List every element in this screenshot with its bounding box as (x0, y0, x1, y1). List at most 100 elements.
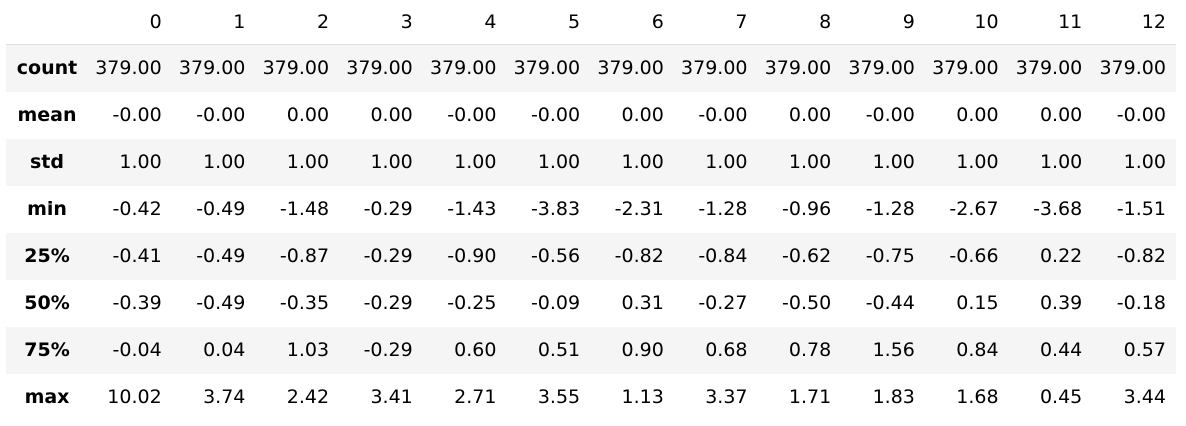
table-cell: 1.71 (788, 386, 832, 408)
row-index-label: max (24, 386, 70, 408)
table-cell: 1.00 (1123, 151, 1166, 173)
table-cell: 3.37 (705, 386, 748, 408)
row-index-label: 75% (24, 339, 70, 361)
table-cell: -0.29 (363, 292, 413, 314)
table-cell: 0.00 (788, 104, 832, 126)
table-cell: 1.13 (621, 386, 664, 408)
table-cell: 1.56 (872, 339, 915, 361)
table-cell: 379.00 (764, 57, 832, 79)
table-cell: 1.00 (956, 151, 999, 173)
table-cell: 0.15 (956, 292, 999, 314)
table-cell: 379.00 (513, 57, 581, 79)
table-cell: 0.04 (203, 339, 246, 361)
table-cell: -0.04 (112, 339, 162, 361)
column-header: 6 (590, 0, 674, 45)
table-cell: 379.00 (932, 57, 999, 79)
table-cell: 0.00 (621, 104, 664, 126)
table-cell: -0.82 (614, 245, 664, 267)
row-index-label: std (30, 151, 64, 173)
table-cell: 0.57 (1123, 339, 1166, 361)
table-cell: -0.50 (782, 292, 832, 314)
table-row: mean -0.00 -0.00 0.00 0.00 -0.00 -0.00 0… (6, 92, 1176, 139)
table-cell: 1.00 (119, 151, 162, 173)
table-cell: -0.49 (196, 292, 246, 314)
row-index-label: count (16, 57, 78, 79)
table-cell: 0.68 (705, 339, 748, 361)
table-cell: -0.09 (530, 292, 581, 314)
table-cell: -0.00 (865, 104, 915, 126)
table-cell: -0.84 (698, 245, 748, 267)
table-cell: 379.00 (346, 57, 413, 79)
table-cell: 379.00 (1015, 57, 1083, 79)
column-header: 0 (88, 0, 172, 45)
table-cell: -3.68 (1033, 198, 1083, 220)
table-row: max 10.02 3.74 2.42 3.41 2.71 3.55 1.13 … (6, 374, 1176, 421)
table-cell: 1.00 (621, 151, 664, 173)
table-cell: 3.55 (537, 386, 581, 408)
table-cell: -2.31 (614, 198, 664, 220)
column-header: 7 (673, 0, 758, 45)
header-corner (6, 0, 88, 45)
table-cell: 0.00 (370, 104, 413, 126)
row-index-label: mean (17, 104, 77, 126)
table-cell: 0.90 (621, 339, 664, 361)
column-header: 2 (255, 0, 340, 45)
table-cell: 1.00 (286, 151, 330, 173)
table-cell: 2.71 (454, 386, 497, 408)
column-header: 5 (506, 0, 591, 45)
table-cell: -0.00 (698, 104, 748, 126)
table-cell: -0.42 (112, 198, 162, 220)
column-header: 4 (422, 0, 507, 45)
table-cell: -1.28 (865, 198, 915, 220)
table-cell: 0.00 (1039, 104, 1083, 126)
table-cell: -0.00 (1116, 104, 1166, 126)
table-cell: 1.00 (872, 151, 915, 173)
table-cell: 0.00 (956, 104, 999, 126)
table-cell: 1.00 (788, 151, 832, 173)
column-header: 8 (757, 0, 842, 45)
table-cell: 0.39 (1039, 292, 1083, 314)
table-cell: 10.02 (107, 386, 162, 408)
table-cell: -0.35 (279, 292, 330, 314)
table-cell: -0.75 (865, 245, 915, 267)
table-cell: 1.03 (286, 339, 330, 361)
table-cell: 0.00 (286, 104, 330, 126)
table-cell: -1.43 (447, 198, 497, 220)
table-cell: -0.39 (112, 292, 162, 314)
table-cell: -0.66 (949, 245, 999, 267)
column-header: 12 (1092, 0, 1176, 45)
table-cell: 1.00 (537, 151, 581, 173)
table-cell: -0.49 (196, 245, 246, 267)
table-cell: 1.83 (872, 386, 915, 408)
table-cell: 1.00 (203, 151, 246, 173)
table-cell: -0.44 (865, 292, 915, 314)
table-cell: -0.62 (782, 245, 832, 267)
table-body: count 379.00 379.00 379.00 379.00 379.00… (6, 44, 1176, 421)
table-row: std 1.00 1.00 1.00 1.00 1.00 1.00 1.00 1… (6, 139, 1176, 186)
table-cell: 1.68 (956, 386, 999, 408)
table-header: 0 1 2 3 4 5 6 7 8 9 10 11 12 (6, 0, 1176, 45)
table-cell: 2.42 (286, 386, 330, 408)
table-cell: 379.00 (178, 57, 246, 79)
table-cell: -3.83 (530, 198, 581, 220)
table-cell: -0.18 (1116, 292, 1166, 314)
table-cell: 0.60 (454, 339, 497, 361)
table-row: 75% -0.04 0.04 1.03 -0.29 0.60 0.51 0.90… (6, 327, 1176, 374)
table-cell: 3.74 (203, 386, 246, 408)
table-cell: -0.00 (112, 104, 162, 126)
table-cell: 379.00 (262, 57, 330, 79)
column-header: 1 (171, 0, 256, 45)
table-row: 25% -0.41 -0.49 -0.87 -0.29 -0.90 -0.56 … (6, 233, 1176, 280)
table-cell: 1.00 (370, 151, 413, 173)
table-cell: -0.49 (196, 198, 246, 220)
table-row: count 379.00 379.00 379.00 379.00 379.00… (6, 44, 1176, 92)
row-index-label: 50% (24, 292, 70, 314)
table-cell: -0.41 (112, 245, 162, 267)
table-cell: -0.90 (447, 245, 497, 267)
table-cell: -0.87 (279, 245, 330, 267)
table-cell: 379.00 (848, 57, 915, 79)
table-cell: -0.00 (196, 104, 246, 126)
table-cell: 379.00 (1099, 57, 1166, 79)
table-cell: 1.00 (454, 151, 497, 173)
table-cell: 1.00 (1039, 151, 1083, 173)
